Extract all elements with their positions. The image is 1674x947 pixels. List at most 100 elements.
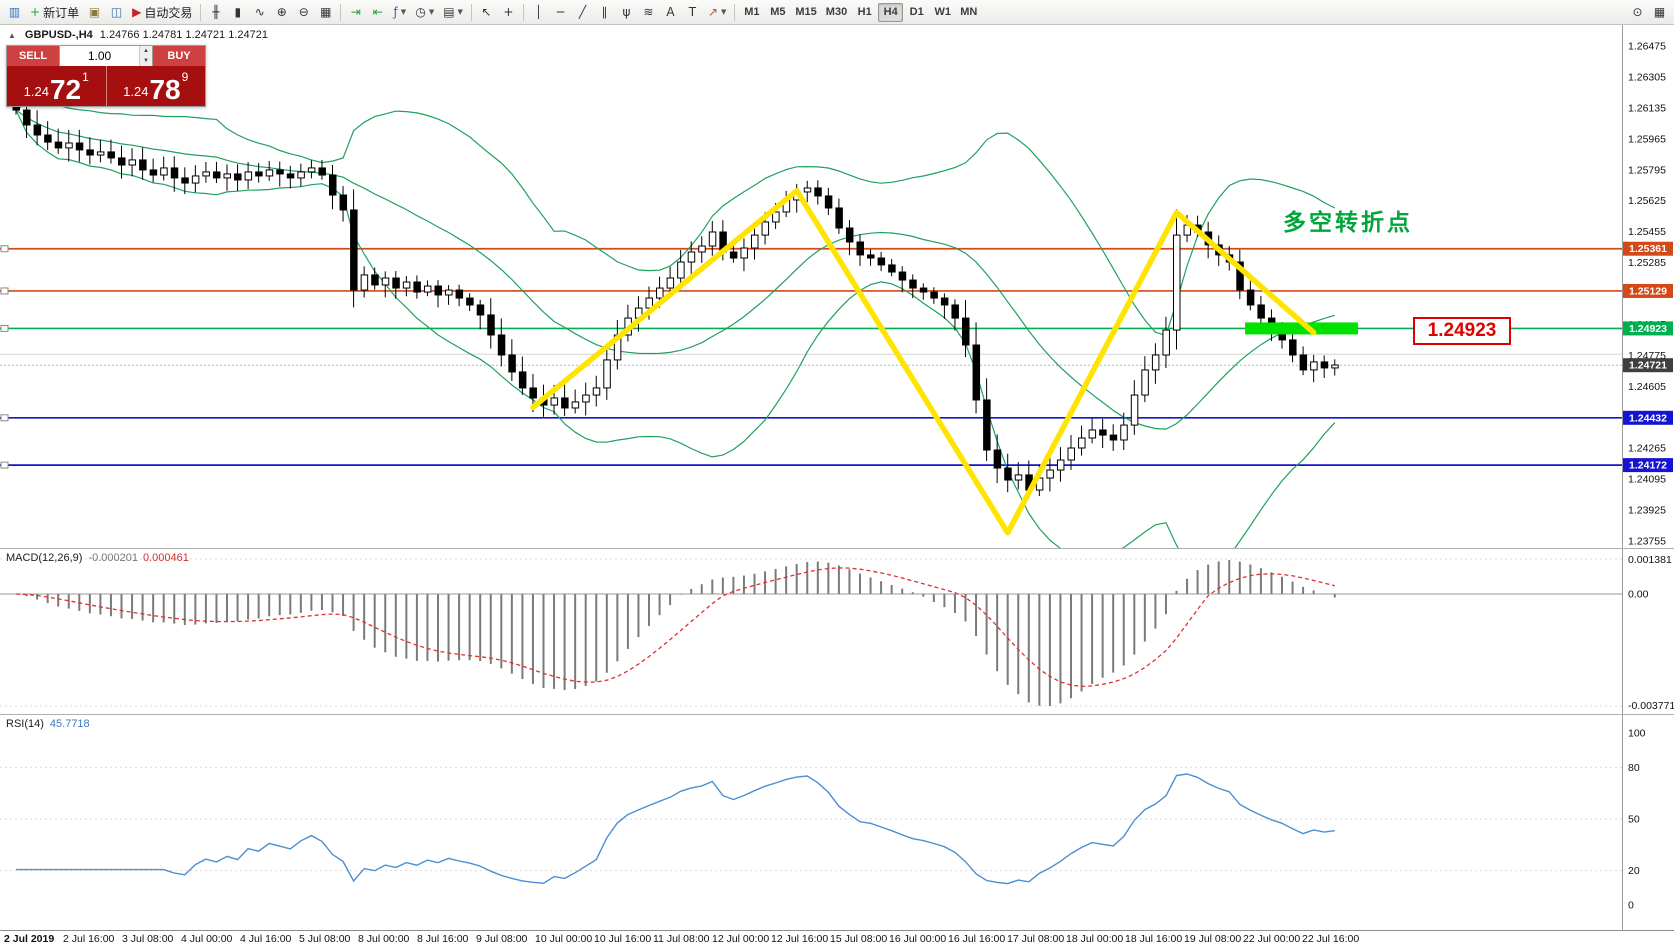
sell-price-big: 72 xyxy=(49,74,82,106)
timeframe-m5-button[interactable]: M5 xyxy=(770,6,786,18)
cursor-button[interactable]: ↖ xyxy=(476,2,497,23)
symbol-ohlc: 1.24766 1.24781 1.24721 1.24721 xyxy=(99,29,268,41)
timeframe-m15-button[interactable]: M15 xyxy=(795,6,817,18)
crosshair-icon: + xyxy=(503,5,514,19)
buy-price-pipette: 9 xyxy=(181,70,189,84)
chart-window-icon[interactable]: ▥ xyxy=(4,2,25,23)
svg-text:0.001381: 0.001381 xyxy=(1628,554,1672,566)
line-chart-button[interactable]: ∿ xyxy=(249,2,270,23)
volume-stepper[interactable]: ▲ ▼ xyxy=(139,46,152,66)
auto-scroll-icon: ⇥ xyxy=(350,5,361,19)
tile-windows-button[interactable]: ▦ xyxy=(315,2,336,23)
hline-button[interactable]: ─ xyxy=(550,2,571,23)
rsi-value: 45.7718 xyxy=(49,718,90,730)
svg-text:1.26135: 1.26135 xyxy=(1628,102,1666,114)
bar-chart-button[interactable]: ╫ xyxy=(205,2,226,23)
time-axis-label: 22 Jul 00:00 xyxy=(1243,933,1301,945)
new-order-button[interactable]: + 新订单 xyxy=(26,2,83,23)
timeframe-h4-button[interactable]: H4 xyxy=(878,2,904,22)
chart-profiles-icon[interactable]: ▣ xyxy=(84,2,105,23)
svg-text:1.25965: 1.25965 xyxy=(1628,133,1666,145)
time-axis-label: 8 Jul 16:00 xyxy=(417,933,469,945)
svg-text:1.25625: 1.25625 xyxy=(1628,195,1666,207)
chart-shift-button[interactable]: ⇤ xyxy=(367,2,388,23)
fibonacci-button[interactable]: ≋ xyxy=(638,2,659,23)
volume-input[interactable] xyxy=(60,46,139,66)
zoom-in-icon: ⊕ xyxy=(276,5,287,19)
label-icon: T xyxy=(688,5,697,19)
time-axis[interactable]: 2 Jul 2019 2 Jul 16:00 3 Jul 08:00 4 Jul 00… xyxy=(0,930,1674,947)
search-icon: ⊙ xyxy=(1632,5,1643,19)
toolbar-separator xyxy=(470,3,472,21)
svg-text:1.24095: 1.24095 xyxy=(1628,474,1666,486)
market-watch-icon[interactable]: ◫ xyxy=(106,2,127,23)
volume-down-icon[interactable]: ▼ xyxy=(140,56,152,66)
time-axis-label: 2 Jul 2019 xyxy=(4,933,55,945)
arrows-button[interactable]: ↗ ▼ xyxy=(704,2,730,23)
rsi-panel[interactable]: 100 80 50 20 0 xyxy=(0,714,1674,930)
chart-window-icon-icon: ▥ xyxy=(8,5,21,19)
time-axis-label: 2 Jul 16:00 xyxy=(63,933,115,945)
timeframe-m1-button[interactable]: M1 xyxy=(744,6,760,18)
pitchfork-icon: ψ xyxy=(622,5,631,19)
sell-price-pipette: 1 xyxy=(82,70,89,84)
dropdown-caret-icon: ▼ xyxy=(721,8,727,16)
svg-text:1.25285: 1.25285 xyxy=(1628,257,1666,269)
label-button[interactable]: T xyxy=(682,2,703,23)
sell-button[interactable]: SELL xyxy=(7,46,59,66)
buy-price-prefix: 1.24 xyxy=(123,84,149,99)
pitchfork-button[interactable]: ψ xyxy=(616,2,637,23)
line-chart-icon: ∿ xyxy=(254,5,265,19)
auto-scroll-button[interactable]: ⇥ xyxy=(345,2,366,23)
svg-text:1.23755: 1.23755 xyxy=(1628,536,1666,548)
timeframe-w1-button[interactable]: W1 xyxy=(934,6,951,18)
zoom-in-button[interactable]: ⊕ xyxy=(271,2,292,23)
vline-button[interactable]: │ xyxy=(528,2,549,23)
svg-text:0: 0 xyxy=(1628,900,1634,912)
main-chart-area[interactable]: 1.26475 1.26305 1.26135 1.25965 1.25795 1.256… xyxy=(0,25,1674,573)
trendline-button[interactable]: ╱ xyxy=(572,2,593,23)
channel-button[interactable]: ∥ xyxy=(594,2,615,23)
new-chart-button[interactable]: ▦ xyxy=(1649,2,1670,23)
crosshair-button[interactable]: + xyxy=(498,2,519,23)
time-axis-label: 11 Jul 08:00 xyxy=(653,933,710,945)
search-button[interactable]: ⊙ xyxy=(1627,2,1648,23)
oneclick-collapse-icon[interactable]: ▲ xyxy=(8,30,16,40)
time-axis-label: 18 Jul 16:00 xyxy=(1125,933,1183,945)
zoom-out-icon: ⊖ xyxy=(298,5,309,19)
zoom-out-button[interactable]: ⊖ xyxy=(293,2,314,23)
indicators-button[interactable]: ƒ ▼ xyxy=(389,2,410,23)
auto-trading-button[interactable]: ▶ 自动交易 xyxy=(128,2,196,23)
candle-chart-icon: ▮ xyxy=(234,5,242,19)
timeframe-m30-button[interactable]: M30 xyxy=(825,6,848,18)
timeframe-d1-button[interactable]: D1 xyxy=(909,6,924,18)
svg-text:1.24172: 1.24172 xyxy=(1629,460,1667,472)
buy-price-big: 78 xyxy=(149,74,181,106)
time-axis-label: 5 Jul 08:00 xyxy=(299,933,351,945)
time-axis-label: 10 Jul 00:00 xyxy=(535,933,593,945)
sell-price[interactable]: 1.24 72 1 xyxy=(7,66,107,106)
macd-panel[interactable]: 0.001381 0.00 -0.003771 xyxy=(0,548,1674,714)
buy-price[interactable]: 1.24 78 9 xyxy=(107,66,206,106)
time-axis-label: 8 Jul 00:00 xyxy=(358,933,410,945)
chart-profiles-icon-icon: ▣ xyxy=(88,5,101,19)
time-axis-label: 9 Jul 08:00 xyxy=(476,933,528,945)
volume-up-icon[interactable]: ▲ xyxy=(140,46,152,56)
periods-icon: ◷ xyxy=(415,5,426,19)
macd-value-main: -0.000201 xyxy=(88,552,138,564)
templates-button[interactable]: ▤ ▼ xyxy=(439,2,467,23)
price-chart-svg[interactable]: 1.26475 1.26305 1.26135 1.25965 1.25795 1.256… xyxy=(0,25,1674,573)
svg-text:1.24265: 1.24265 xyxy=(1628,443,1666,455)
timeframe-h1-button[interactable]: H1 xyxy=(857,6,872,18)
price-callout-box[interactable]: 1.24923 xyxy=(1413,317,1511,345)
cursor-icon: ↖ xyxy=(481,5,492,19)
candle-chart-button[interactable]: ▮ xyxy=(227,2,248,23)
new-chart-icon: ▦ xyxy=(1653,5,1666,19)
periods-button[interactable]: ◷ ▼ xyxy=(411,2,438,23)
timeframe-mn-button[interactable]: MN xyxy=(960,6,978,18)
time-axis-label: 3 Jul 08:00 xyxy=(122,933,174,945)
text-button[interactable]: A xyxy=(660,2,681,23)
time-axis-label: 12 Jul 00:00 xyxy=(712,933,770,945)
trendline-icon: ╱ xyxy=(578,5,587,19)
buy-button[interactable]: BUY xyxy=(153,46,205,66)
